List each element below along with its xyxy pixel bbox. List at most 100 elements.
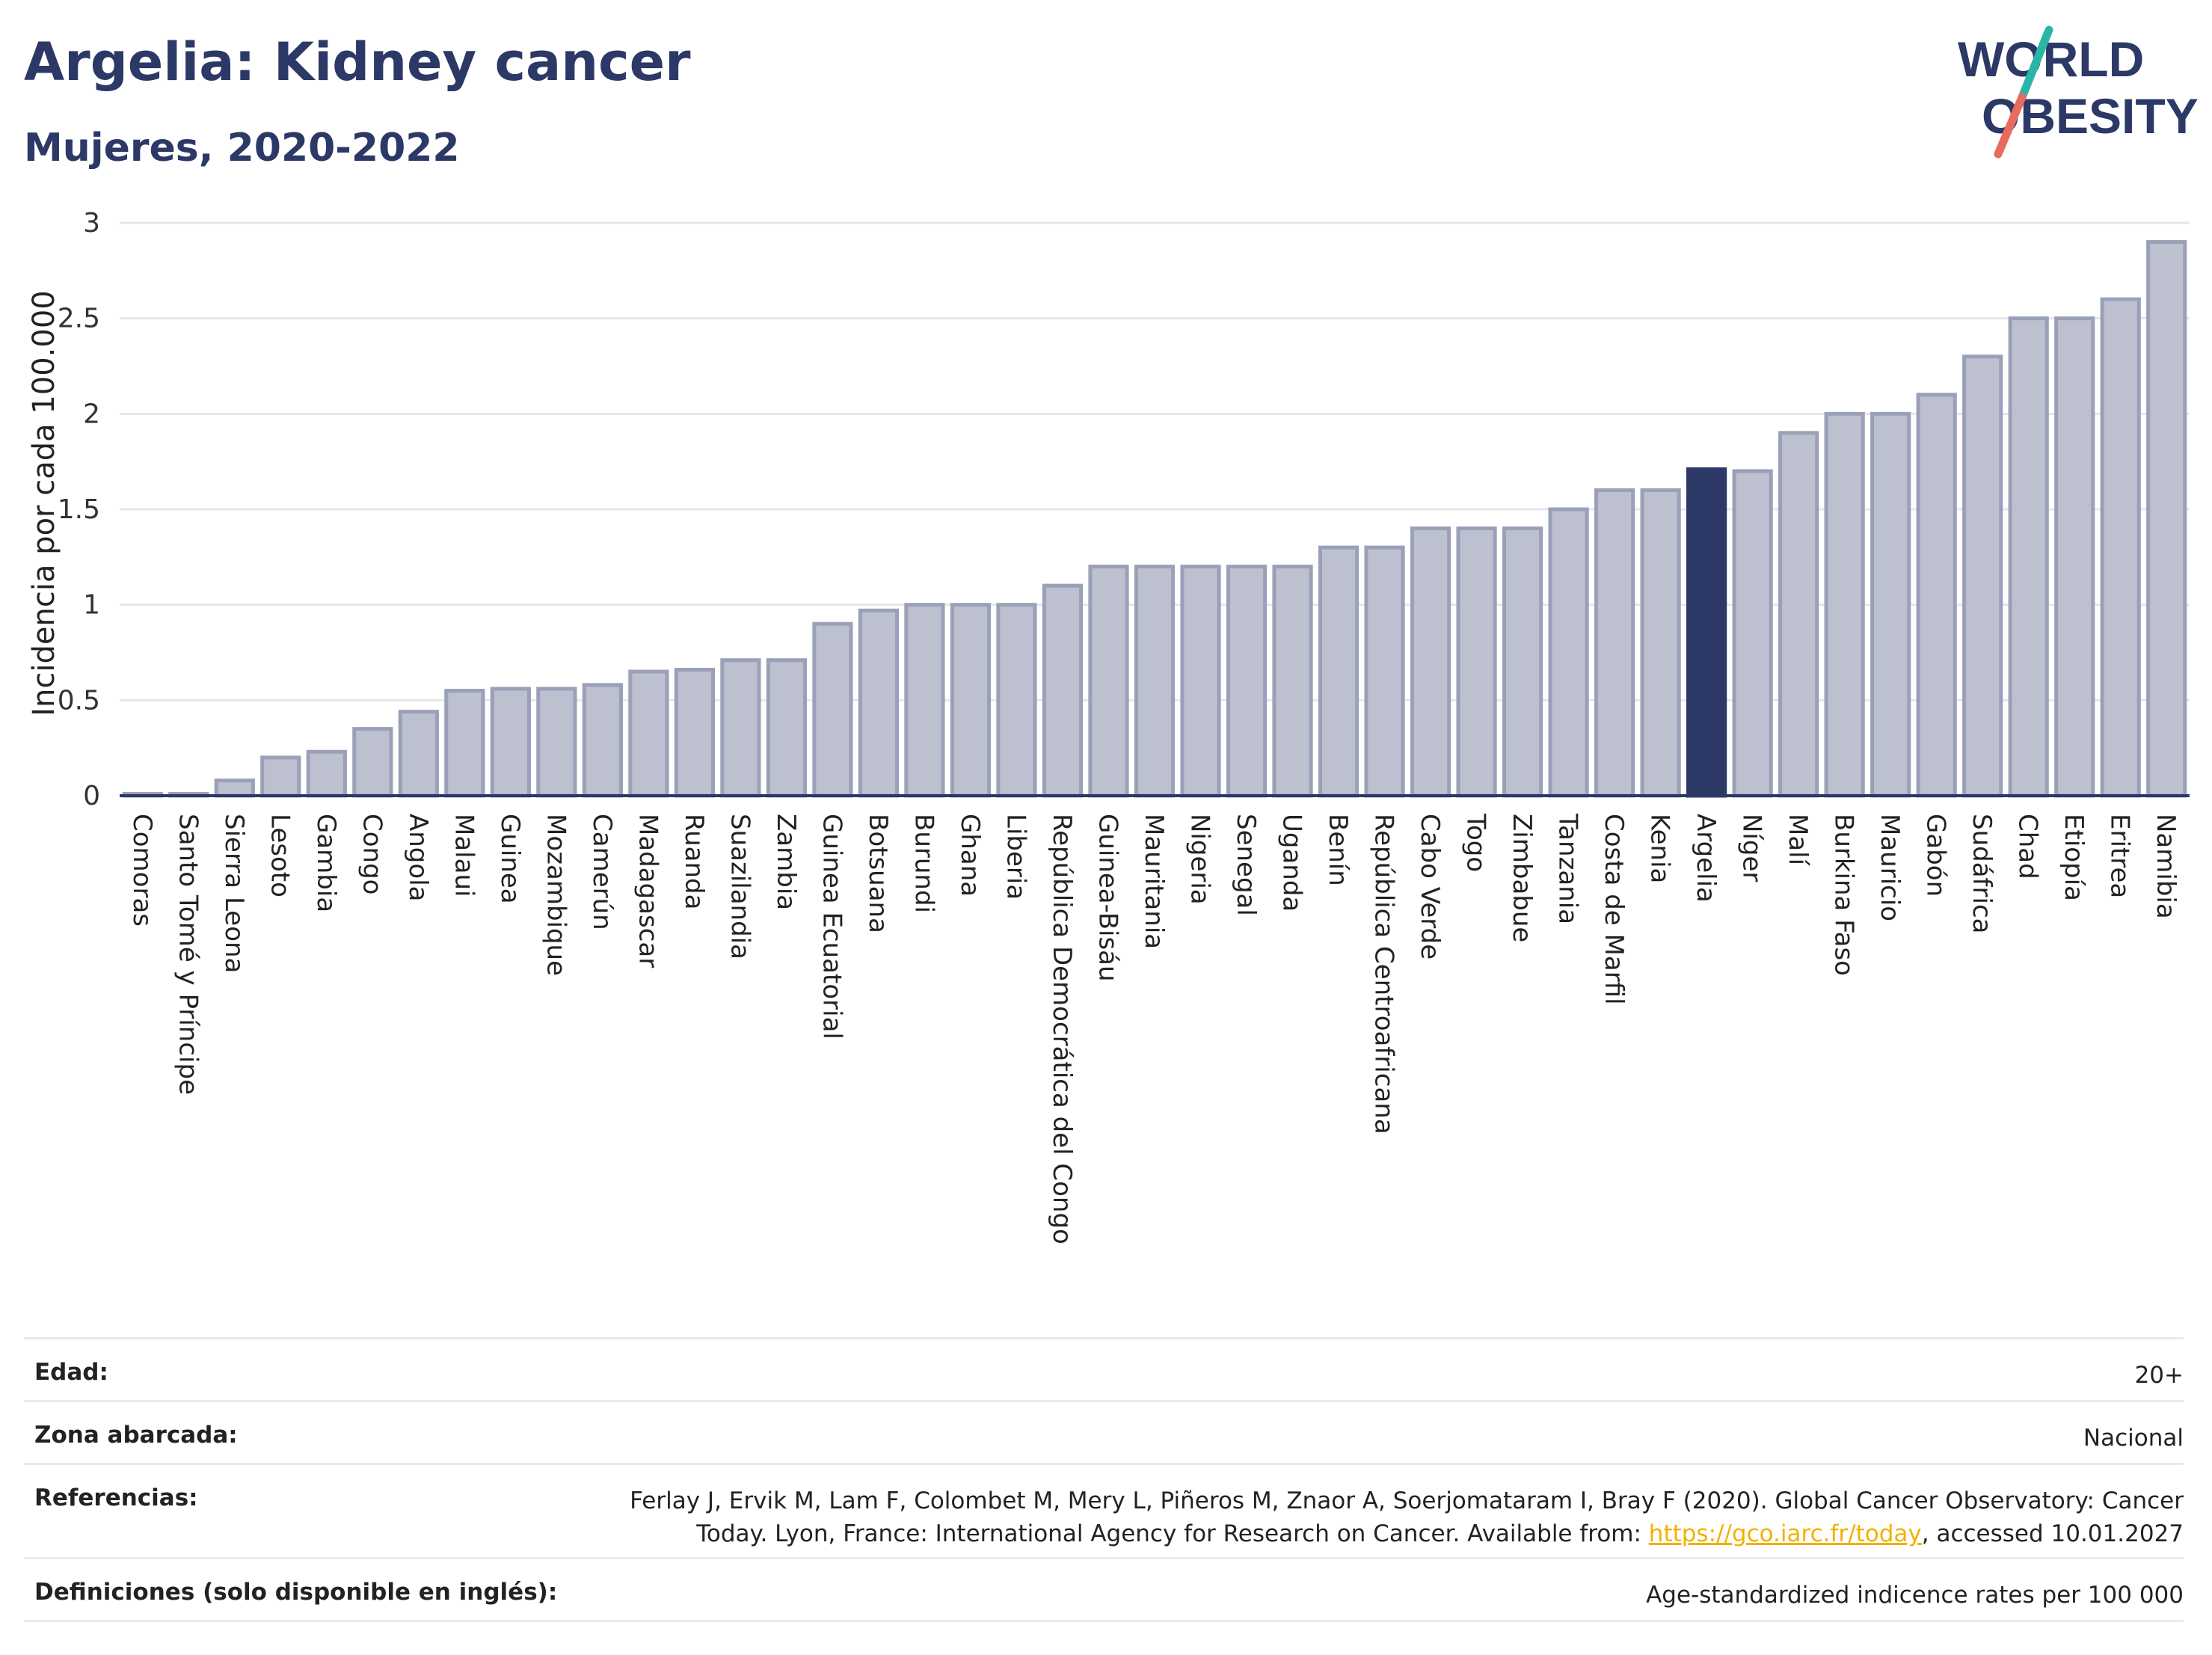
bar: [1042, 583, 1084, 798]
x-tick-label: Cabo Verde: [1415, 814, 1445, 959]
reference-line-1: Ferlay J, Ervik M, Lam F, Colombet M, Me…: [630, 1487, 2184, 1514]
x-tick-label: Ruanda: [679, 814, 709, 909]
chart-title: Argelia: Kidney cancer: [24, 31, 691, 93]
x-tick-label: Zambia: [771, 814, 801, 910]
bar: [1134, 565, 1176, 798]
bar: [1502, 526, 1543, 798]
x-tick-label: Suazilandia: [725, 814, 755, 959]
bar: [720, 658, 761, 798]
bar: [306, 749, 347, 798]
x-tick-label: Sierra Leona: [219, 814, 249, 973]
x-tick-label: Mauricio: [1875, 814, 1905, 921]
x-tick-label: Nigeria: [1185, 814, 1215, 905]
x-tick-label: Etiopía: [2059, 814, 2089, 901]
x-tick-label: Congo: [357, 814, 387, 894]
bar-chart: Comoras Santo Tomé y Príncipe Sierra Leona…: [27, 208, 2190, 1244]
x-tick-label: Senegal: [1231, 814, 1261, 916]
bar: [1594, 488, 1635, 798]
x-tick-label: Argelia: [1691, 814, 1721, 903]
bar: [260, 755, 301, 798]
x-tick-label: Chad: [2013, 814, 2043, 879]
y-tick-label: 3: [83, 208, 100, 239]
bar: [2146, 240, 2187, 798]
x-tick-label: Uganda: [1277, 814, 1307, 912]
bar: [950, 603, 992, 798]
bar: [1778, 431, 1819, 798]
x-tick-label: Kenia: [1645, 814, 1675, 883]
info-value-area: Nacional: [2083, 1425, 2184, 1452]
bar: [1456, 526, 1497, 798]
y-tick-label: 1.5: [58, 494, 100, 525]
x-tick-label: Mauritania: [1139, 814, 1169, 949]
bar: [1410, 526, 1451, 798]
x-tick-label: Liberia: [1001, 814, 1030, 900]
x-tick-label: Santo Tomé y Príncipe: [173, 814, 203, 1095]
y-tick-label: 0.5: [58, 685, 100, 716]
bar: [536, 687, 577, 798]
x-tick-label: Guinea-Bisáu: [1093, 814, 1122, 982]
x-axis-labels: Comoras Santo Tomé y Príncipe Sierra Leona…: [127, 813, 2181, 1244]
bar: [1870, 411, 1911, 798]
bar: [996, 603, 1037, 798]
reference-line-2-end: , accessed 10.01.2027: [1921, 1520, 2184, 1547]
bar: [628, 669, 669, 798]
x-tick-label: Comoras: [127, 814, 157, 927]
bar: [352, 727, 393, 798]
reference-line-2-start: Today. Lyon, France: International Agenc…: [696, 1520, 1649, 1547]
info-row-age: Edad: 20+: [24, 1337, 2184, 1400]
bar: [1640, 488, 1681, 798]
x-tick-label: Gabón: [1921, 814, 1951, 897]
bars-layer: [120, 240, 2190, 798]
info-value-references: Ferlay J, Ervik M, Lam F, Colombet M, Me…: [630, 1465, 2184, 1550]
bar: [812, 621, 853, 798]
y-axis-title: Incidencia por cada 100.000: [27, 290, 61, 716]
logo-text-world: WORLD: [1958, 31, 2144, 87]
x-tick-label: Burundi: [909, 814, 938, 913]
bar: [582, 683, 623, 798]
x-tick-label: Costa de Marfil: [1599, 814, 1629, 1005]
info-table: Edad: 20+ Zona abarcada: Nacional Refere…: [24, 1337, 2184, 1622]
bar: [1318, 545, 1360, 798]
bar: [1962, 354, 2003, 798]
info-row-references: Referencias: Ferlay J, Ervik M, Lam F, C…: [24, 1463, 2184, 1557]
x-tick-label: Sudáfrica: [1967, 814, 1997, 933]
y-tick-label: 2.5: [58, 304, 100, 334]
bar: [2100, 297, 2141, 798]
x-tick-label: Angola: [403, 814, 433, 901]
info-value-definitions: Age-standardized indicence rates per 100…: [1646, 1582, 2184, 1609]
bar: [1180, 565, 1221, 798]
bar: [444, 689, 485, 798]
chart-subtitle: Mujeres, 2020-2022: [24, 126, 460, 171]
info-table-bottom-border: [24, 1620, 2184, 1622]
x-tick-label: Lesoto: [265, 814, 295, 897]
x-tick-label: Burkina Faso: [1829, 814, 1859, 976]
x-tick-label: Níger: [1737, 814, 1767, 882]
info-row-area: Zona abarcada: Nacional: [24, 1400, 2184, 1463]
bar: [1088, 565, 1129, 798]
bar: [214, 779, 255, 798]
info-key-area: Zona abarcada:: [34, 1422, 238, 1449]
x-tick-label: Namibia: [2151, 814, 2181, 919]
y-tick-label: 0: [83, 781, 100, 811]
bar: [398, 710, 439, 798]
y-axis-labels: 0 0.5 1 1.5 2 2.5 3: [58, 208, 100, 811]
bar: [1732, 469, 1773, 798]
x-tick-label: Mozambique: [541, 814, 571, 976]
bar: [1824, 411, 1865, 798]
world-obesity-logo: WORLD OBESITY: [1958, 25, 2199, 159]
reference-link[interactable]: https://gco.iarc.fr/today: [1648, 1520, 1922, 1547]
bar: [2054, 316, 2095, 798]
bar: [1272, 565, 1313, 798]
x-tick-label: Togo: [1461, 813, 1491, 872]
logo-slash-top: [2018, 25, 2053, 102]
x-tick-label: Gambia: [311, 814, 341, 912]
x-tick-label: Camerún: [587, 814, 617, 930]
bar: [1548, 507, 1589, 798]
bar: [674, 667, 715, 798]
x-tick-label: Botsuana: [863, 814, 893, 933]
info-key-definitions: Definiciones (solo disponible en inglés)…: [34, 1579, 558, 1606]
x-tick-label: Madagascar: [633, 814, 663, 968]
x-tick-label: Ghana: [955, 814, 985, 897]
x-tick-label: Eritrea: [2105, 814, 2135, 898]
bar-highlighted: [1686, 467, 1727, 798]
